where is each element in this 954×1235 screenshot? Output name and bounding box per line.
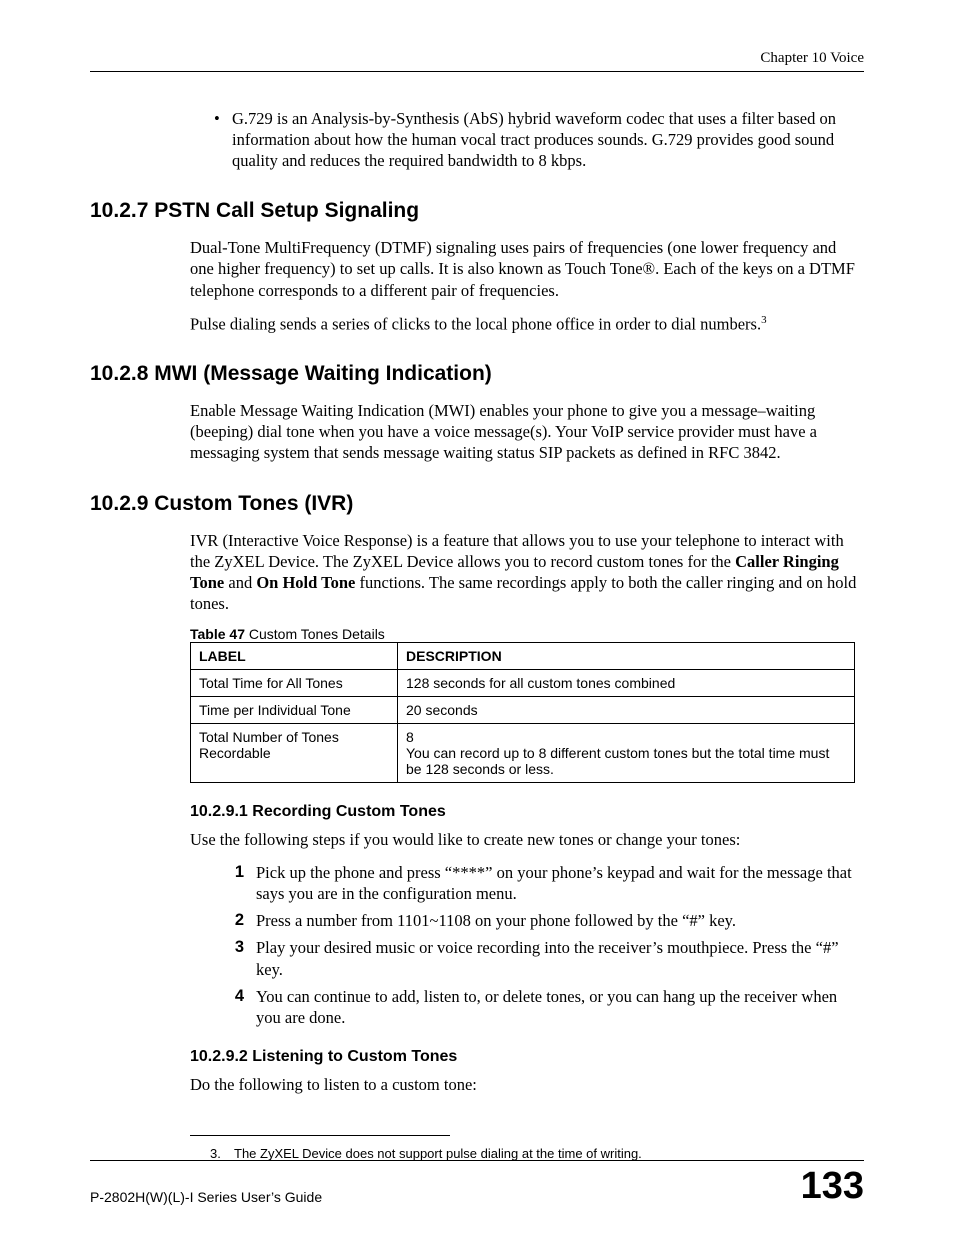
para-1029-1: IVR (Interactive Voice Response) is a fe… xyxy=(190,530,864,614)
page-header: Chapter 10 Voice xyxy=(90,50,864,72)
heading-10-2-7: 10.2.7 PSTN Call Setup Signaling xyxy=(90,199,864,223)
para-1027-2-text: Pulse dialing sends a series of clicks t… xyxy=(190,314,761,333)
t-b2: On Hold Tone xyxy=(256,573,355,592)
t-c: and xyxy=(224,573,256,592)
bullet-item: • G.729 is an Analysis-by-Synthesis (AbS… xyxy=(214,108,864,171)
step-number: 3 xyxy=(214,937,256,979)
chapter-label: Chapter 10 Voice xyxy=(760,50,864,66)
bullet-text: G.729 is an Analysis-by-Synthesis (AbS) … xyxy=(232,108,864,171)
table-row: Total Time for All Tones 128 seconds for… xyxy=(191,670,855,697)
para-10291-intro: Use the following steps if you would lik… xyxy=(190,829,864,850)
heading-10-2-9-1: 10.2.9.1 Recording Custom Tones xyxy=(190,803,864,821)
th-label: LABEL xyxy=(191,643,398,670)
step-number: 4 xyxy=(214,986,256,1028)
step-text: Pick up the phone and press “****” on yo… xyxy=(256,862,864,904)
step-number: 1 xyxy=(214,862,256,904)
step-item: 4 You can continue to add, listen to, or… xyxy=(214,986,864,1028)
step-item: 3 Play your desired music or voice recor… xyxy=(214,937,864,979)
td-label: Total Number of Tones Recordable xyxy=(191,724,398,783)
step-number: 2 xyxy=(214,910,256,931)
td-label: Total Time for All Tones xyxy=(191,670,398,697)
footnote-3: 3. The ZyXEL Device does not support pul… xyxy=(210,1146,864,1161)
para-1028-1: Enable Message Waiting Indication (MWI) … xyxy=(190,400,864,463)
table-row: Total Number of Tones Recordable 8 You c… xyxy=(191,724,855,783)
table-header-row: LABEL DESCRIPTION xyxy=(191,643,855,670)
step-text: You can continue to add, listen to, or d… xyxy=(256,986,864,1028)
heading-10-2-9-2: 10.2.9.2 Listening to Custom Tones xyxy=(190,1048,864,1066)
td-desc: 128 seconds for all custom tones combine… xyxy=(398,670,855,697)
bullet-marker: • xyxy=(214,108,232,171)
td-label: Time per Individual Tone xyxy=(191,697,398,724)
step-text: Press a number from 1101~1108 on your ph… xyxy=(256,910,736,931)
para-1027-1: Dual-Tone MultiFrequency (DTMF) signalin… xyxy=(190,237,864,300)
footer-guide-title: P-2802H(W)(L)-I Series User’s Guide xyxy=(90,1189,322,1205)
step-item: 2 Press a number from 1101~1108 on your … xyxy=(214,910,864,931)
td-desc: 20 seconds xyxy=(398,697,855,724)
footer-page-number: 133 xyxy=(801,1167,864,1205)
td-desc: 8 You can record up to 8 different custo… xyxy=(398,724,855,783)
page: Chapter 10 Voice • G.729 is an Analysis-… xyxy=(0,0,954,1235)
table-47: LABEL DESCRIPTION Total Time for All Ton… xyxy=(190,642,855,783)
steps-10291: 1 Pick up the phone and press “****” on … xyxy=(190,862,864,1028)
heading-10-2-9: 10.2.9 Custom Tones (IVR) xyxy=(90,492,864,516)
para-1027-2: Pulse dialing sends a series of clicks t… xyxy=(190,313,864,335)
intro-bullet-block: • G.729 is an Analysis-by-Synthesis (AbS… xyxy=(190,108,864,171)
footnote-ref-3: 3 xyxy=(761,314,767,326)
step-item: 1 Pick up the phone and press “****” on … xyxy=(214,862,864,904)
table-row: Time per Individual Tone 20 seconds xyxy=(191,697,855,724)
heading-10-2-8: 10.2.8 MWI (Message Waiting Indication) xyxy=(90,362,864,386)
step-text: Play your desired music or voice recordi… xyxy=(256,937,864,979)
footnote-separator xyxy=(190,1135,450,1136)
th-description: DESCRIPTION xyxy=(398,643,855,670)
page-footer: P-2802H(W)(L)-I Series User’s Guide 133 xyxy=(90,1160,864,1205)
table-47-caption: Table 47 Custom Tones Details xyxy=(190,626,864,642)
table-47-label: Table 47 xyxy=(190,626,245,642)
footnote-text: The ZyXEL Device does not support pulse … xyxy=(234,1146,642,1161)
footnote-number: 3. xyxy=(210,1146,234,1161)
table-47-title: Custom Tones Details xyxy=(245,626,385,642)
para-10292-intro: Do the following to listen to a custom t… xyxy=(190,1074,864,1095)
